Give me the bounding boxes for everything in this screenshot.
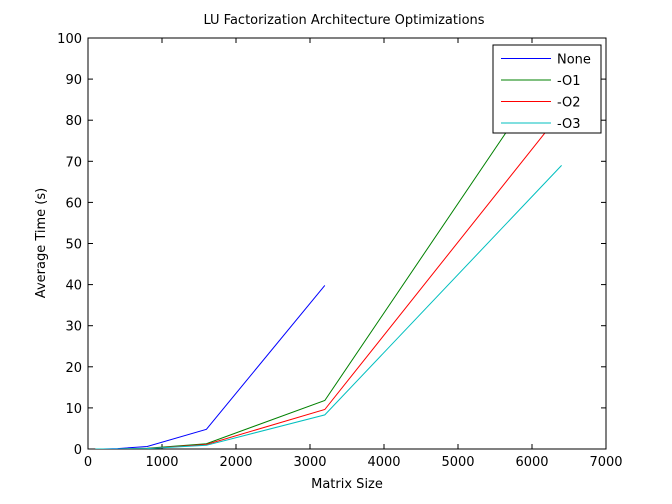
legend-label-o3: -O3	[557, 117, 581, 132]
legend-box	[492, 44, 602, 134]
x-tick-label: 6000	[515, 455, 548, 470]
legend-label-none: None	[557, 53, 591, 68]
x-tick-label: 3000	[293, 455, 326, 470]
legend-label-o1: -O1	[557, 74, 581, 89]
y-tick-label: 0	[74, 443, 82, 458]
x-tick-label: 5000	[441, 455, 474, 470]
x-tick-label: 4000	[367, 455, 400, 470]
x-tick-label: 0	[84, 455, 92, 470]
y-tick-label: 70	[65, 155, 82, 170]
y-tick-label: 80	[65, 114, 82, 129]
series-line-none	[95, 285, 326, 449]
y-tick-label: 100	[57, 32, 82, 47]
legend: None -O1 -O2 -O3	[492, 44, 602, 134]
x-tick-label: 2000	[219, 455, 252, 470]
y-tick-label: 90	[65, 73, 82, 88]
series-line-o3	[95, 165, 562, 449]
x-tick-label: 7000	[589, 455, 622, 470]
legend-label-o2: -O2	[557, 96, 581, 111]
x-axis-label: Matrix Size	[311, 477, 383, 492]
y-tick-label: 30	[65, 320, 82, 335]
y-tick-label: 10	[65, 402, 82, 417]
y-axis-label: Average Time (s)	[34, 188, 49, 298]
series-lines	[95, 50, 563, 449]
axis-ticks: 0 1000 2000 3000 4000 5000 6000 7000 0 10 20 30 40 50…	[57, 32, 622, 470]
y-tick-label: 20	[65, 361, 82, 376]
y-tick-label: 40	[65, 279, 82, 294]
y-tick-label: 60	[65, 196, 82, 211]
chart-title: LU Factorization Architecture Optimizati…	[203, 13, 484, 28]
y-tick-label: 50	[65, 238, 82, 253]
x-tick-label: 1000	[145, 455, 178, 470]
